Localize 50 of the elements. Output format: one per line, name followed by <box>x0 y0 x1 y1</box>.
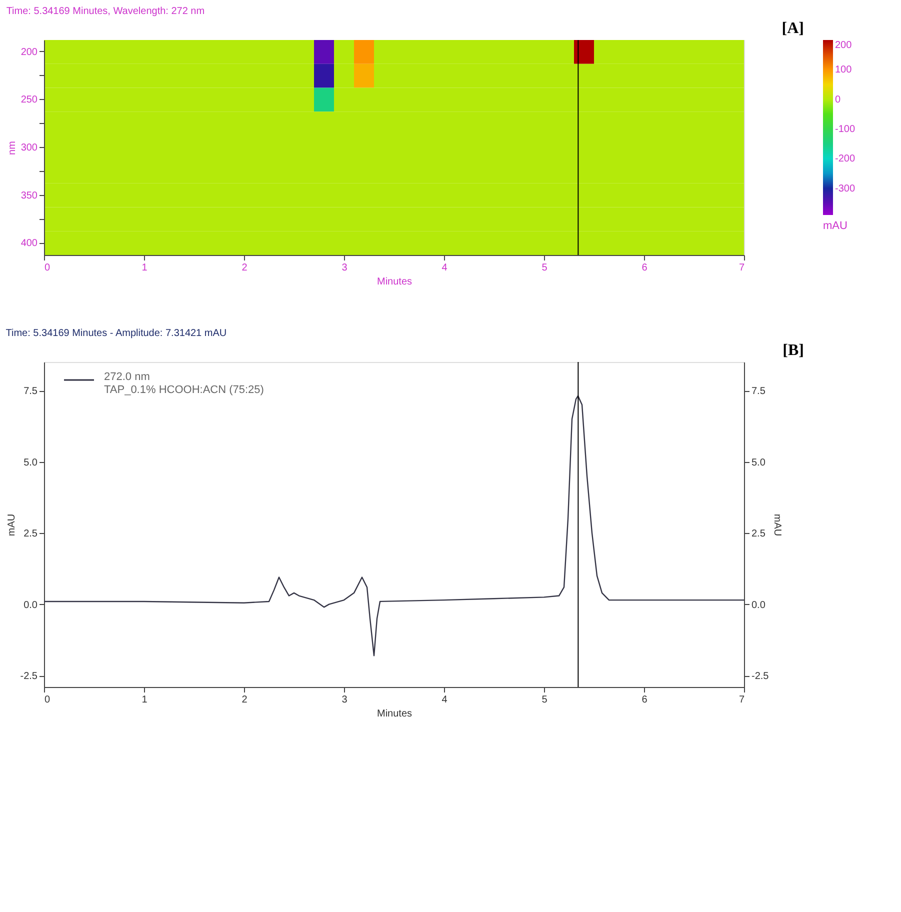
annotation: TAP_0.1% HCOOH:ACN (75:25) <box>104 384 264 396</box>
y-tick-label: 0.0 <box>24 600 38 611</box>
line-series <box>43 395 745 656</box>
y-tick-label: 5.0 <box>24 457 38 468</box>
y-tick-label: 250 <box>20 94 38 106</box>
legend-label: 272.0 nm <box>104 371 150 383</box>
text: [A] <box>782 20 804 37</box>
color-bar-label: 0 <box>835 94 841 106</box>
y-tick-label: -2.5 <box>20 671 38 682</box>
x-tick-label: 5 <box>542 694 548 706</box>
color-bar-label: -200 <box>835 154 856 165</box>
y2-tick-label: -2.5 <box>752 671 770 682</box>
x-tick-label: 3 <box>342 694 348 706</box>
y-tick-label: 350 <box>20 190 38 202</box>
x-tick-label: 1 <box>142 262 148 274</box>
y-axis-title: nm <box>6 141 18 155</box>
y-tick-label: 2.5 <box>24 528 38 540</box>
x-tick-label: 7 <box>738 694 745 706</box>
color-bar-label: 100 <box>835 64 852 76</box>
x-axis-title: Minutes <box>376 708 412 720</box>
color-bar-title: mAU <box>823 220 848 232</box>
color-bar-label: -300 <box>835 183 856 194</box>
x-tick-label: 2 <box>242 262 248 274</box>
x-tick-label: 0 <box>44 694 50 706</box>
chart-title: Time: 5.34169 Minutes, Wavelength: 272 nm <box>6 6 205 17</box>
x-tick-label: 0 <box>44 262 50 274</box>
x-tick-label: 3 <box>342 262 348 274</box>
y-axis-title: mAU <box>6 514 18 536</box>
y-tick-label: 300 <box>20 142 38 154</box>
x-tick-label: 6 <box>642 262 648 274</box>
color-bar-label: 200 <box>835 40 852 51</box>
x-tick-label: 5 <box>542 262 548 274</box>
y-tick-label: 7.5 <box>24 386 38 398</box>
x-tick-label: 2 <box>242 694 248 706</box>
x-tick-label: 4 <box>442 262 448 274</box>
x-tick-label: 7 <box>738 262 745 274</box>
color-bar-label: -100 <box>835 124 856 135</box>
text: [B] <box>782 342 804 359</box>
y2-tick-label: 0.0 <box>752 600 766 611</box>
x-axis-title: Minutes <box>376 276 412 288</box>
y2-tick-label: 5.0 <box>752 457 766 468</box>
x-tick-label: 4 <box>442 694 448 706</box>
y2-axis-title: mAU <box>772 514 783 536</box>
y2-tick-label: 2.5 <box>752 528 766 540</box>
y-tick-label: 200 <box>20 46 38 58</box>
y2-tick-label: 7.5 <box>752 386 766 398</box>
x-tick-label: 6 <box>642 694 648 706</box>
x-tick-label: 1 <box>142 694 148 706</box>
chart-title: Time: 5.34169 Minutes - Amplitude: 7.31421 mAU <box>6 328 227 339</box>
y-tick-label: 400 <box>20 238 38 250</box>
